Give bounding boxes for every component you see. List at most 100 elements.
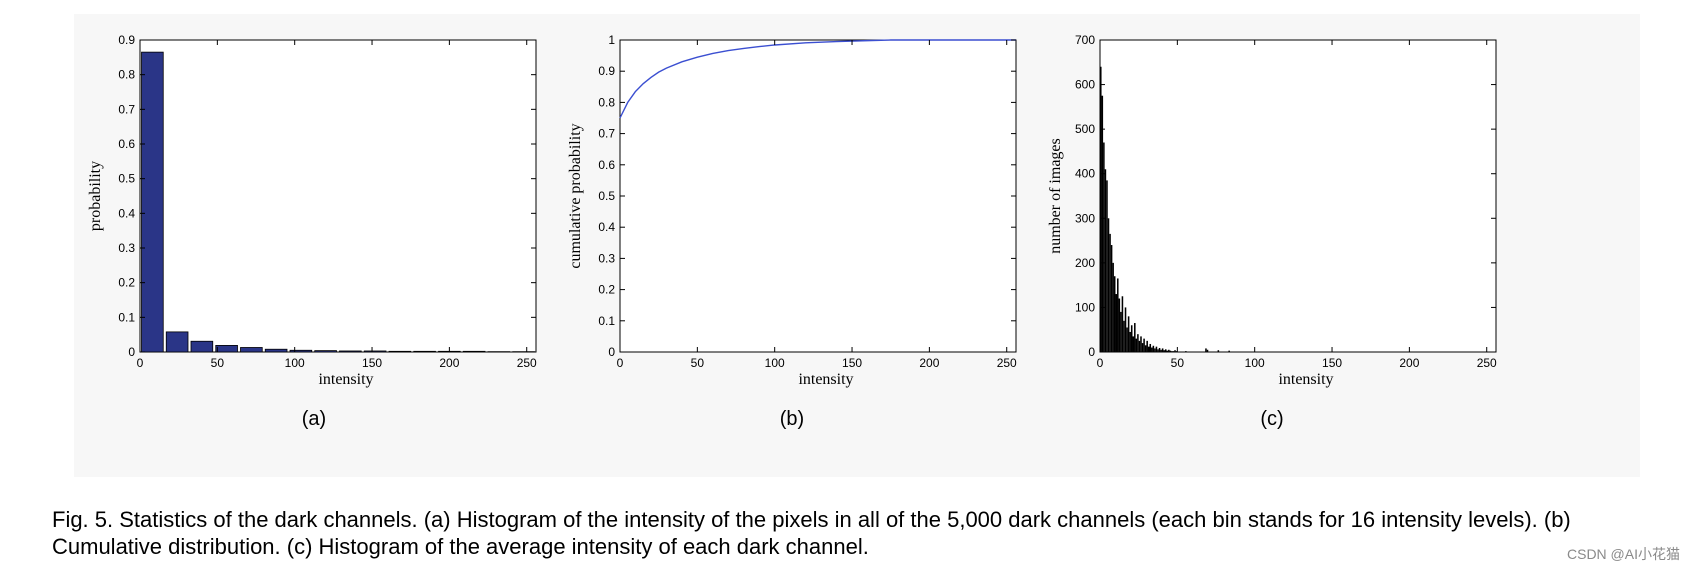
bar (1129, 331, 1131, 352)
bar (1149, 343, 1152, 352)
y-tick-label: 300 (1075, 211, 1095, 225)
bar (1103, 142, 1105, 352)
x-axis-label: intensity (1278, 371, 1333, 388)
bar (1101, 95, 1104, 352)
bar (1166, 350, 1169, 352)
x-tick-label: 250 (517, 356, 537, 370)
x-axis-label: intensity (798, 371, 853, 388)
bar (1152, 345, 1155, 352)
y-tick-label: 0 (608, 345, 615, 359)
panel-label: (b) (780, 408, 804, 430)
x-tick-label: 250 (1477, 356, 1497, 370)
y-tick-label: 1 (608, 33, 615, 47)
bar (1168, 349, 1170, 352)
bar (1155, 346, 1158, 352)
y-tick-label: 200 (1075, 256, 1095, 270)
bar (1120, 311, 1122, 352)
y-tick-label: 0.9 (598, 64, 615, 78)
bar (363, 350, 387, 353)
bar (1169, 350, 1172, 352)
bar (1172, 351, 1175, 352)
bar (1228, 350, 1230, 352)
bar (1157, 349, 1159, 352)
panel-label: (a) (302, 408, 326, 430)
bar (190, 340, 214, 353)
y-tick-label: 0 (128, 345, 135, 359)
x-tick-label: 100 (765, 356, 785, 370)
y-tick-label: 400 (1075, 167, 1095, 181)
bar (1163, 350, 1165, 352)
y-tick-label: 0.4 (118, 206, 135, 220)
y-tick-label: 0.9 (118, 33, 135, 47)
y-tick-label: 0.5 (118, 172, 135, 186)
y-tick-label: 0.1 (598, 314, 615, 328)
panel-label: (c) (1260, 408, 1283, 430)
y-tick-label: 0.6 (598, 158, 615, 172)
figure-panel: 0 50 100 150 200 250 0 0.1 0.2 0.3 0.4 0.5 0.6 0.7 0.8… (74, 14, 1640, 477)
bar (462, 350, 486, 353)
bar (1107, 218, 1110, 352)
bar (1185, 351, 1187, 352)
bar (264, 348, 288, 353)
bar (339, 350, 362, 353)
bar (1112, 262, 1114, 352)
bar (1124, 307, 1127, 352)
y-tick-label: 0.1 (118, 310, 135, 324)
figure-svg: 0 50 100 150 200 25000.10.20.30.40.50.60.70.8… (87, 33, 1497, 430)
x-tick-label: 50 (691, 356, 705, 370)
bar (1137, 334, 1139, 352)
x-tick-label: 100 (1245, 356, 1265, 370)
watermark: CSDN @AI小花猫 (1567, 546, 1680, 562)
y-tick-label: 0.8 (118, 68, 135, 82)
bar (1117, 278, 1119, 352)
bar (1205, 348, 1207, 352)
x-tick-label: 200 (919, 356, 939, 370)
bar (1132, 336, 1135, 352)
x-tick-label: 250 (997, 356, 1017, 370)
plot-area (1099, 39, 1497, 353)
x-tick-label: 200 (1399, 356, 1419, 370)
bar (1164, 349, 1167, 352)
bar (388, 350, 412, 353)
bar (1141, 343, 1144, 352)
bar (1106, 180, 1108, 352)
bar (1121, 296, 1124, 352)
chart-b: 0 50 100 150 200 250 0 0.1 0.2 0.3 0.4 0.5 0.6 0.7 0.8… (567, 33, 1017, 430)
bar (1135, 338, 1138, 352)
bar (1217, 350, 1220, 352)
bar (1171, 351, 1173, 352)
y-tick-label: 700 (1075, 33, 1095, 47)
bar (1161, 348, 1164, 352)
y-tick-label: 0.8 (598, 95, 615, 109)
figure-caption: Fig. 5. Statistics of the dark channels.… (52, 507, 1571, 559)
bar (1109, 233, 1111, 352)
x-tick-label: 0 (1097, 356, 1104, 370)
bar (165, 331, 189, 353)
bar (1151, 347, 1153, 352)
bar (240, 347, 263, 353)
y-tick-label: 0.2 (118, 276, 135, 290)
x-tick-label: 150 (362, 356, 382, 370)
bar (141, 51, 164, 353)
bar (1113, 276, 1116, 352)
x-tick-label: 0 (137, 356, 144, 370)
bar (314, 350, 337, 353)
bar (1147, 346, 1150, 352)
y-tick-label: 0.7 (118, 102, 135, 116)
x-tick-label: 200 (439, 356, 459, 370)
bar (1175, 351, 1178, 352)
bar (1138, 340, 1141, 352)
bar (1110, 245, 1113, 352)
bar (1143, 338, 1145, 352)
bar (413, 350, 436, 353)
bar (289, 349, 313, 353)
bar (1154, 348, 1156, 352)
bar (1140, 336, 1142, 352)
y-axis-label: cumulative probability (567, 123, 584, 268)
bar (1104, 169, 1107, 352)
cumulative-line (619, 39, 1016, 119)
chart-a: 0 50 100 150 200 250 0 0.1 0.2 0.3 0.4 0.5 0.6 0.7 0.8… (87, 33, 537, 430)
bar (215, 345, 238, 353)
x-tick-label: 150 (1322, 356, 1342, 370)
x-tick-label: 100 (285, 356, 305, 370)
